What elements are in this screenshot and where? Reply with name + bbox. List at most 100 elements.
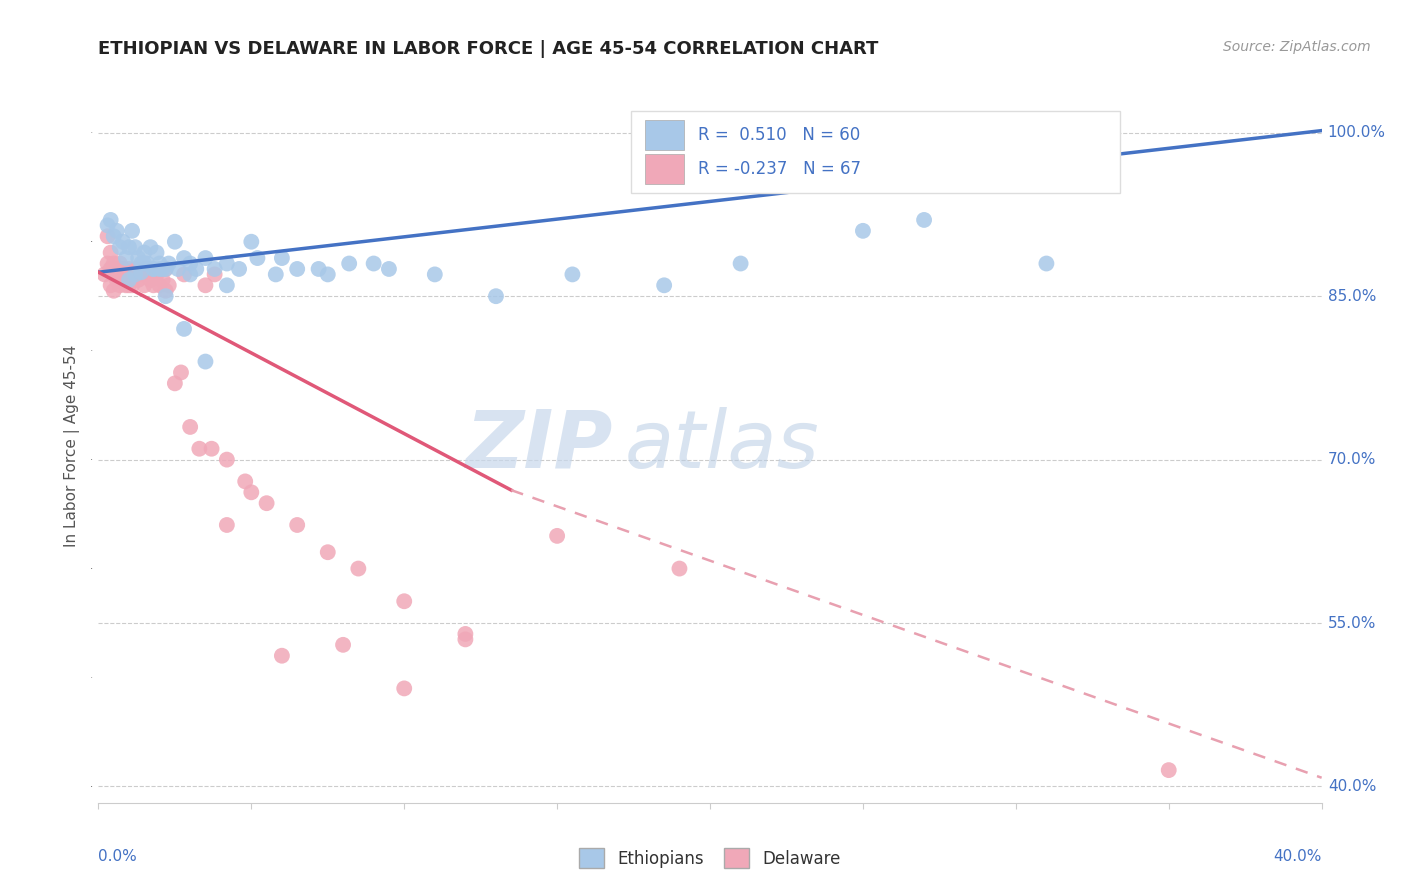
Text: Source: ZipAtlas.com: Source: ZipAtlas.com <box>1223 40 1371 54</box>
Bar <box>645 120 685 150</box>
Legend: Ethiopians, Delaware: Ethiopians, Delaware <box>571 839 849 877</box>
Point <box>103 256 125 270</box>
Point <box>127 251 149 265</box>
Point <box>546 529 568 543</box>
Y-axis label: In Labor Force | Age 45-54: In Labor Force | Age 45-54 <box>65 345 80 547</box>
Point <box>485 289 508 303</box>
Point <box>152 262 174 277</box>
Point <box>105 262 128 277</box>
Point <box>145 268 167 282</box>
Point <box>149 256 172 270</box>
Point <box>337 256 360 270</box>
Point <box>103 284 125 298</box>
Point <box>215 278 238 293</box>
Point <box>103 229 125 244</box>
Point <box>392 681 416 696</box>
Point <box>246 251 269 265</box>
Point <box>100 262 122 277</box>
Point <box>139 240 162 254</box>
Point <box>423 268 446 282</box>
Point <box>121 224 143 238</box>
Point <box>228 262 250 277</box>
Point <box>163 235 186 249</box>
Point <box>167 262 190 277</box>
Point <box>139 273 162 287</box>
Point <box>142 262 165 277</box>
Point <box>127 273 149 287</box>
Point <box>108 278 131 293</box>
Point <box>454 627 477 641</box>
Point <box>108 262 131 277</box>
Point <box>157 256 180 270</box>
Point <box>121 268 143 282</box>
Point <box>155 289 177 303</box>
Point <box>136 256 159 270</box>
Point <box>256 496 278 510</box>
Point <box>240 235 263 249</box>
Point <box>378 262 401 277</box>
Point <box>264 268 287 282</box>
Point <box>105 224 128 238</box>
Point <box>100 278 122 293</box>
Point <box>124 268 146 282</box>
Point <box>270 648 292 663</box>
Point <box>392 594 416 608</box>
Point <box>215 256 238 270</box>
Point <box>115 278 138 293</box>
Point <box>852 224 875 238</box>
Point <box>118 240 141 254</box>
Point <box>97 219 120 233</box>
Point <box>668 561 690 575</box>
Point <box>179 420 201 434</box>
Point <box>121 278 143 293</box>
Point <box>115 251 138 265</box>
Point <box>179 268 201 282</box>
Point <box>155 262 177 277</box>
Point <box>142 262 165 277</box>
Point <box>129 256 152 270</box>
Point <box>111 262 134 277</box>
Text: R =  0.510   N = 60: R = 0.510 N = 60 <box>697 126 860 144</box>
Point <box>149 262 172 277</box>
Point <box>730 256 752 270</box>
Text: 0.0%: 0.0% <box>98 849 138 864</box>
Point <box>105 268 128 282</box>
Point <box>115 268 138 282</box>
Point <box>97 256 120 270</box>
Point <box>173 251 195 265</box>
Point <box>149 278 172 293</box>
Point <box>363 256 385 270</box>
Point <box>454 632 477 647</box>
Point <box>652 278 675 293</box>
Point <box>152 273 174 287</box>
Point <box>100 245 122 260</box>
Point <box>134 256 156 270</box>
Point <box>93 268 115 282</box>
Text: 55.0%: 55.0% <box>1327 615 1376 631</box>
Text: R = -0.237   N = 67: R = -0.237 N = 67 <box>697 161 860 178</box>
Point <box>215 518 238 533</box>
Point <box>233 475 256 489</box>
Point <box>270 251 292 265</box>
Point <box>173 322 195 336</box>
Bar <box>645 154 685 184</box>
Point <box>136 262 159 277</box>
Point <box>1035 256 1057 270</box>
Point <box>115 268 138 282</box>
Text: ZIP: ZIP <box>465 407 612 485</box>
Point <box>145 245 167 260</box>
Point <box>347 561 370 575</box>
Point <box>332 638 354 652</box>
Point <box>105 273 128 287</box>
Point <box>118 278 141 293</box>
Point <box>124 262 146 277</box>
Point <box>990 158 1012 172</box>
Point <box>188 442 211 456</box>
Point <box>118 262 141 277</box>
Point <box>316 545 339 559</box>
Point <box>100 213 122 227</box>
Point <box>308 262 330 277</box>
Point <box>285 262 308 277</box>
Point <box>134 262 156 277</box>
Point <box>118 273 141 287</box>
